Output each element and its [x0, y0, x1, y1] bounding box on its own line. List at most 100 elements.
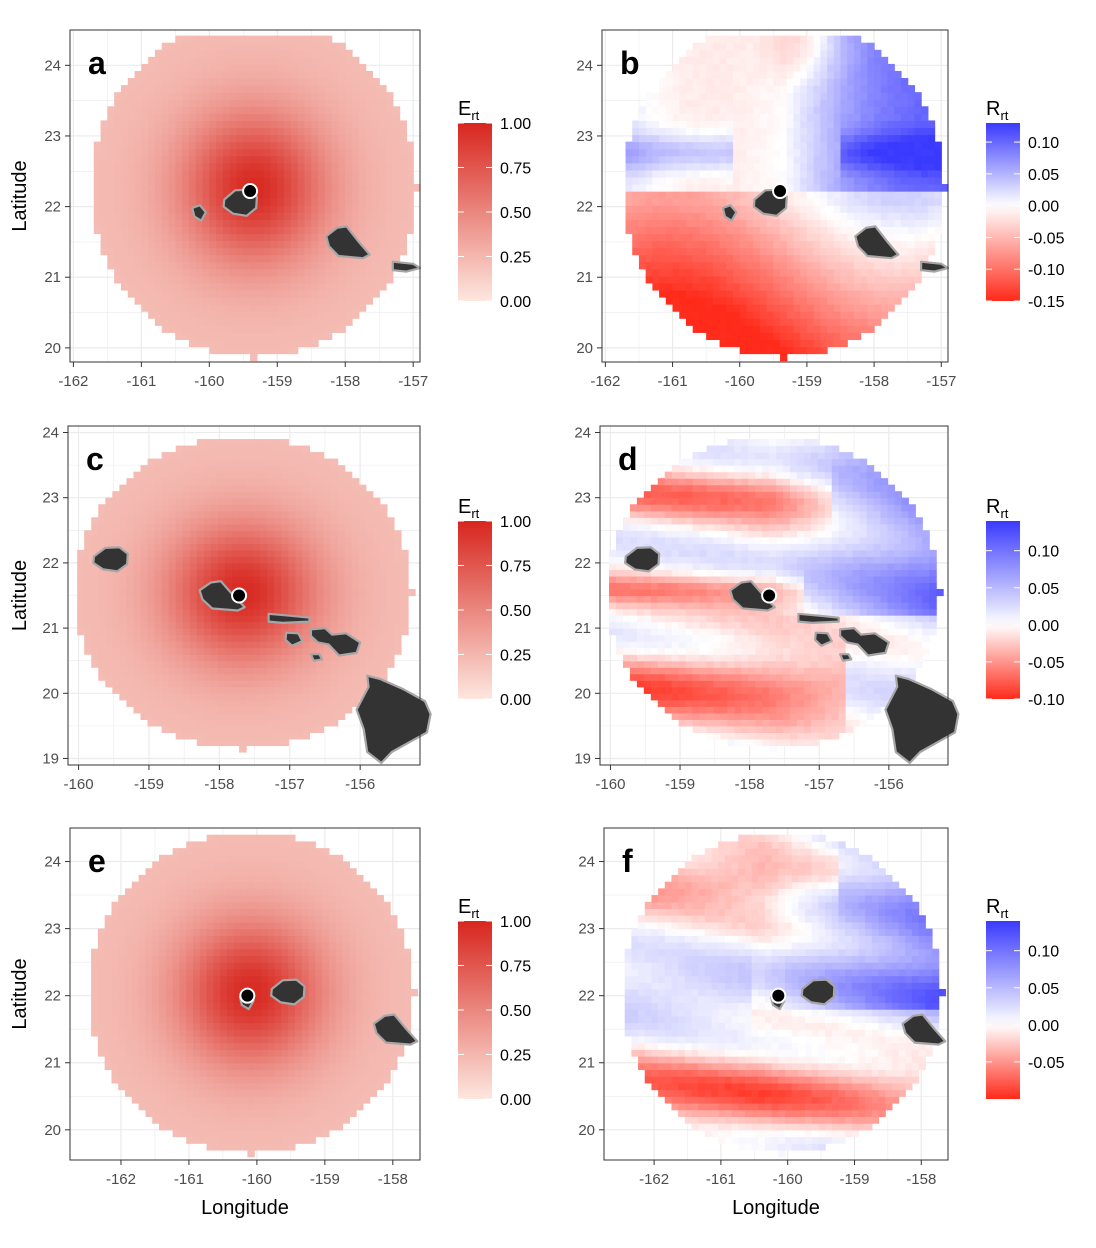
heatmap-cell [921, 247, 929, 256]
heatmap-cell [168, 141, 176, 150]
heatmap-cell [274, 732, 282, 740]
heatmap-cell [867, 198, 875, 206]
heatmap-cell [253, 719, 261, 727]
heatmap-cell [140, 484, 149, 492]
heatmap-cell [168, 268, 176, 277]
heatmap-cell [632, 226, 640, 235]
heatmap-cell [290, 127, 299, 136]
heatmap-cell [392, 169, 401, 178]
heatmap-cell [274, 595, 282, 603]
heatmap-cell [195, 219, 204, 227]
heatmap-cell [250, 353, 258, 362]
heatmap-cell [253, 641, 261, 649]
heatmap-cell [358, 233, 367, 242]
heatmap-cell [141, 226, 149, 235]
heatmap-cell [263, 297, 272, 305]
heatmap-cell [780, 92, 788, 100]
heatmap-cell [224, 673, 233, 681]
heatmap-cell [281, 478, 289, 486]
heatmap-cell [281, 628, 289, 636]
heatmap-cell [175, 226, 183, 235]
heatmap-cell [338, 134, 346, 143]
heatmap-cell [188, 191, 197, 199]
heatmap-cell [161, 549, 170, 557]
heatmap-cell [246, 575, 254, 584]
heatmap-cell [112, 647, 120, 655]
heatmap-cell [196, 445, 205, 453]
heatmap-cell [827, 247, 835, 256]
heatmap-cell [256, 233, 265, 242]
heatmap-cell [277, 346, 285, 355]
heatmap-cell [134, 254, 142, 263]
heatmap-cell [168, 261, 176, 270]
heatmap-cell [202, 261, 210, 270]
heatmap-cell [365, 212, 374, 220]
heatmap-cell [827, 198, 835, 206]
heatmap-cell [813, 289, 821, 298]
heatmap-cell [652, 106, 660, 114]
heatmap-cell [203, 628, 212, 636]
heatmap-cell [927, 240, 936, 249]
heatmap-cell [175, 70, 183, 79]
heatmap-cell [256, 318, 265, 326]
heatmap-cell [672, 162, 680, 171]
heatmap-cell [840, 226, 848, 235]
heatmap-cell [281, 523, 289, 531]
heatmap-cell [134, 297, 142, 305]
heatmap-cell [216, 304, 224, 312]
heatmap-cell [140, 660, 149, 668]
heatmap-cell [141, 205, 149, 213]
heatmap-cells [77, 439, 416, 753]
heatmap-cell [107, 205, 115, 213]
heatmap-cell [182, 127, 190, 136]
heatmap-cell [284, 92, 292, 100]
heatmap-cell [934, 205, 942, 213]
heatmap-cell [847, 325, 855, 333]
heatmap-cell [274, 582, 282, 590]
heatmap-cell [141, 247, 149, 256]
heatmap-cell [853, 261, 862, 270]
heatmap-cell [105, 602, 113, 610]
heatmap-cell [148, 254, 156, 263]
heatmap-cell [733, 49, 741, 58]
heatmap-cell [188, 113, 197, 122]
heatmap-cell [652, 176, 660, 185]
heatmap-cell [914, 205, 922, 213]
heatmap-cell [175, 106, 183, 114]
heatmap-cell [793, 304, 801, 312]
heatmap-cell [887, 212, 895, 220]
heatmap-cell [759, 240, 768, 249]
heatmap-cell [222, 141, 231, 150]
heatmap-cell [331, 325, 340, 333]
heatmap-cell [853, 70, 862, 79]
heatmap-cell [894, 219, 902, 227]
heatmap-cell [880, 183, 889, 192]
heatmap-cell [853, 275, 862, 284]
heatmap-cell [712, 233, 721, 242]
heatmap-cell [141, 127, 149, 136]
heatmap-cell [786, 318, 795, 326]
heatmap-cell [229, 219, 238, 227]
heatmap-cell [806, 113, 815, 122]
heatmap-cell [699, 304, 707, 312]
heatmap-cell [127, 191, 136, 199]
heatmap-cell [759, 162, 768, 171]
heatmap-cell [753, 49, 761, 58]
heatmap-cell [140, 686, 149, 694]
heatmap-cell [284, 289, 292, 298]
heatmap-cell [827, 325, 835, 333]
heatmap-cell [786, 240, 795, 249]
heatmap-cell [358, 282, 367, 291]
heatmap-cell [699, 148, 707, 157]
heatmap-cell [894, 261, 902, 270]
heatmap-cell [277, 247, 285, 256]
heatmap-cell [793, 162, 801, 171]
heatmap-cell [161, 183, 170, 192]
heatmap-cell [934, 176, 942, 185]
heatmap-cell [154, 141, 163, 150]
heatmap-cell [182, 588, 191, 597]
heatmap-cell [345, 78, 353, 86]
heatmap-cell [786, 325, 795, 333]
heatmap-cell [338, 155, 346, 164]
heatmap-cell [140, 647, 149, 655]
